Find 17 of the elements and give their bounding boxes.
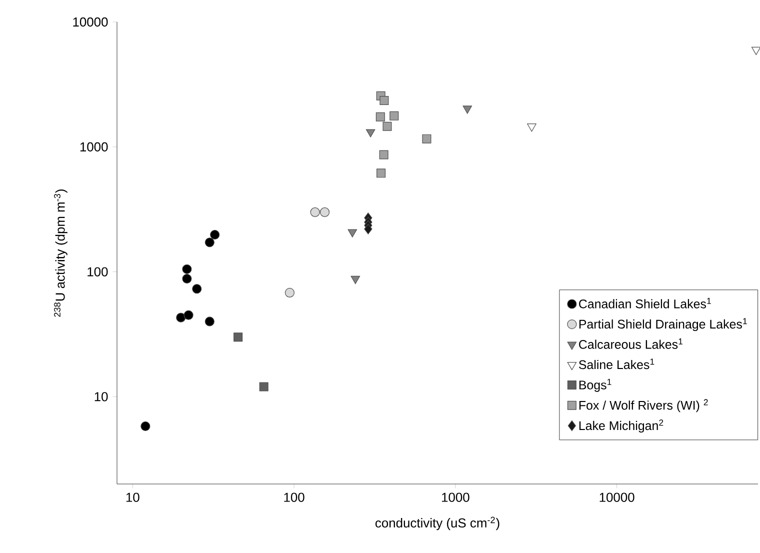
- y-tick-label: 10: [94, 392, 108, 402]
- legend-label: Lake Michigan$^{2}$: [579, 420, 664, 433]
- y-tick-label: 100: [88, 267, 108, 276]
- y-axis-title: $^{238}$U activity (dpm m$^{-3}$): [54, 190, 68, 317]
- x-tick-label: 10: [126, 492, 140, 502]
- legend-label: Bogs$^{1}$: [579, 378, 612, 392]
- legend-label: Saline Lakes$^{1}$: [578, 358, 654, 370]
- x-axis-title: conductivity (uS cm$^{-2}$): [375, 516, 500, 530]
- x-tick-label: 100: [284, 492, 304, 502]
- y-tick-label: 1000: [80, 142, 108, 152]
- legend-label: Calcareous Lakes$^{1}$: [579, 338, 683, 349]
- x-tick-label: 1000: [442, 492, 470, 502]
- legend-label: Partial Shield Drainage Lakes$^{1}$: [579, 318, 747, 332]
- y-tick-label: 10000: [73, 17, 108, 27]
- x-tick-label: 10000: [600, 492, 634, 502]
- legend-label: Canadian Shield Lakes$^{1}$: [579, 298, 711, 308]
- legend-label: Fox / Wolf Rivers (WI) $^{2}$: [579, 399, 708, 412]
